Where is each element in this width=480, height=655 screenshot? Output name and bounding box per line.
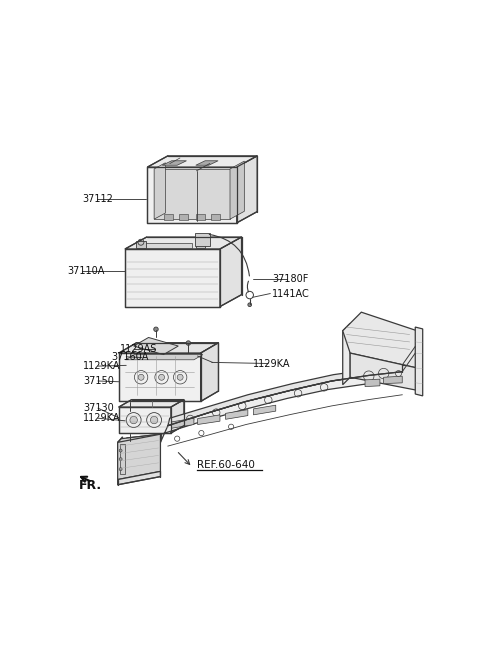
Polygon shape xyxy=(118,437,122,468)
Text: 37180F: 37180F xyxy=(272,274,309,284)
Text: 1129KA: 1129KA xyxy=(83,361,120,371)
Polygon shape xyxy=(120,444,125,474)
Polygon shape xyxy=(253,405,276,415)
Circle shape xyxy=(128,409,132,414)
Polygon shape xyxy=(154,169,230,219)
Polygon shape xyxy=(118,434,161,442)
Polygon shape xyxy=(198,415,220,424)
Polygon shape xyxy=(147,167,237,223)
Polygon shape xyxy=(350,353,417,390)
Circle shape xyxy=(119,468,122,471)
Polygon shape xyxy=(196,160,218,165)
Circle shape xyxy=(130,417,137,424)
Circle shape xyxy=(248,303,252,307)
Polygon shape xyxy=(144,243,192,248)
Circle shape xyxy=(158,374,165,381)
Polygon shape xyxy=(196,214,205,220)
Polygon shape xyxy=(179,214,188,220)
Circle shape xyxy=(150,417,158,424)
Text: FR.: FR. xyxy=(79,479,102,492)
Polygon shape xyxy=(118,434,160,479)
Polygon shape xyxy=(120,434,161,462)
Polygon shape xyxy=(118,472,160,485)
Circle shape xyxy=(154,327,158,331)
Polygon shape xyxy=(133,337,178,354)
Text: 37150: 37150 xyxy=(83,376,114,386)
Polygon shape xyxy=(220,237,241,307)
Polygon shape xyxy=(119,353,201,402)
Text: 1129AS: 1129AS xyxy=(120,344,157,354)
Polygon shape xyxy=(415,327,423,396)
Circle shape xyxy=(119,458,122,460)
Polygon shape xyxy=(172,418,194,428)
Polygon shape xyxy=(160,371,402,442)
Circle shape xyxy=(177,374,183,381)
Polygon shape xyxy=(154,162,166,219)
Polygon shape xyxy=(119,400,184,407)
Polygon shape xyxy=(119,343,218,353)
Polygon shape xyxy=(125,249,220,307)
Circle shape xyxy=(138,374,144,381)
Polygon shape xyxy=(164,214,173,220)
Polygon shape xyxy=(119,407,171,433)
Polygon shape xyxy=(201,343,218,402)
Text: 1129KA: 1129KA xyxy=(253,358,291,369)
Polygon shape xyxy=(136,242,145,248)
Text: 37110A: 37110A xyxy=(67,266,105,276)
Text: 37160A: 37160A xyxy=(111,352,149,362)
Text: 1129KA: 1129KA xyxy=(83,413,120,423)
Circle shape xyxy=(119,449,122,452)
Polygon shape xyxy=(343,312,417,368)
Polygon shape xyxy=(147,156,257,167)
Polygon shape xyxy=(162,160,186,165)
Polygon shape xyxy=(343,324,350,384)
Polygon shape xyxy=(168,365,404,426)
Circle shape xyxy=(186,341,191,345)
Polygon shape xyxy=(226,409,248,419)
Polygon shape xyxy=(125,237,241,249)
Polygon shape xyxy=(195,233,210,246)
Polygon shape xyxy=(118,442,125,468)
Polygon shape xyxy=(125,354,203,360)
Text: 37112: 37112 xyxy=(83,194,113,204)
Text: 1141AC: 1141AC xyxy=(272,289,310,299)
Text: 37130: 37130 xyxy=(83,403,114,413)
Polygon shape xyxy=(196,242,205,248)
Polygon shape xyxy=(211,214,220,220)
Polygon shape xyxy=(365,379,380,386)
Polygon shape xyxy=(230,161,244,219)
Polygon shape xyxy=(237,156,257,223)
Text: REF.60-640: REF.60-640 xyxy=(197,460,255,470)
Polygon shape xyxy=(171,400,184,433)
Polygon shape xyxy=(384,376,402,384)
Circle shape xyxy=(128,440,132,444)
